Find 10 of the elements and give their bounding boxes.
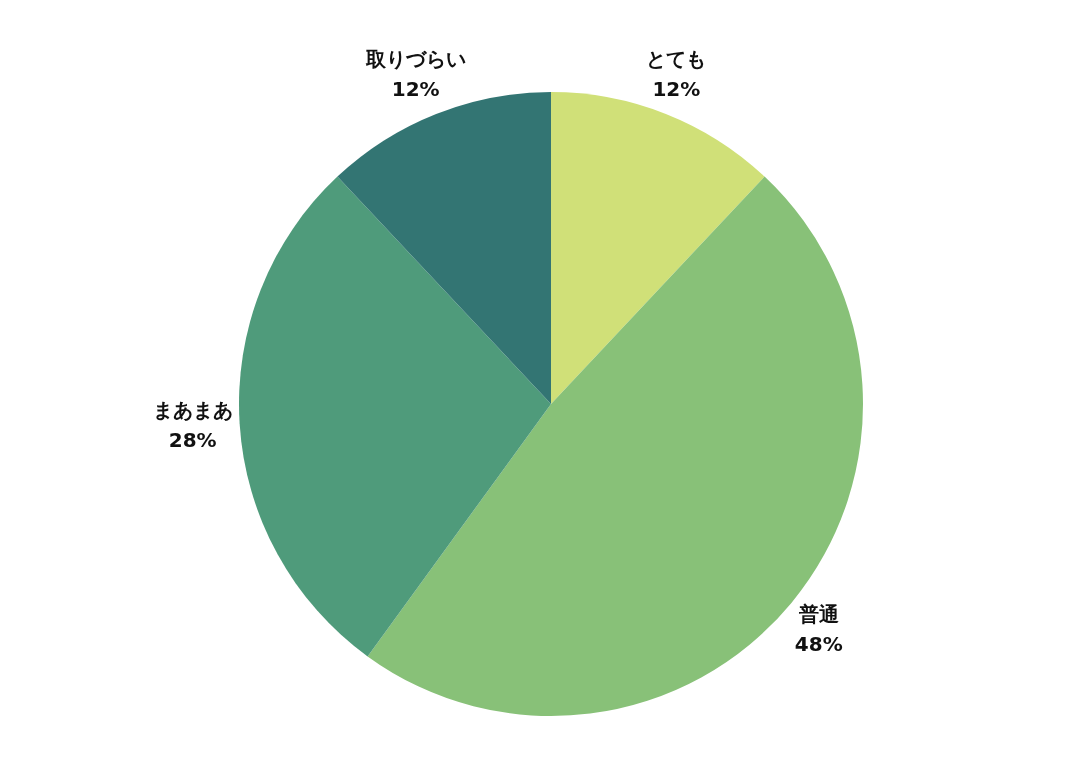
pie-slice	[367, 176, 863, 716]
pie-slice	[239, 176, 551, 657]
data-label: 48%	[794, 631, 843, 656]
slice-label: とても	[646, 46, 707, 71]
slice-label: 普通	[797, 601, 839, 626]
data-label: 12%	[652, 76, 701, 101]
slice-label: まあまあ	[152, 398, 233, 423]
data-label: 28%	[168, 428, 217, 453]
slice-label: 取りづらい	[364, 46, 466, 71]
data-label: 12%	[391, 76, 440, 101]
